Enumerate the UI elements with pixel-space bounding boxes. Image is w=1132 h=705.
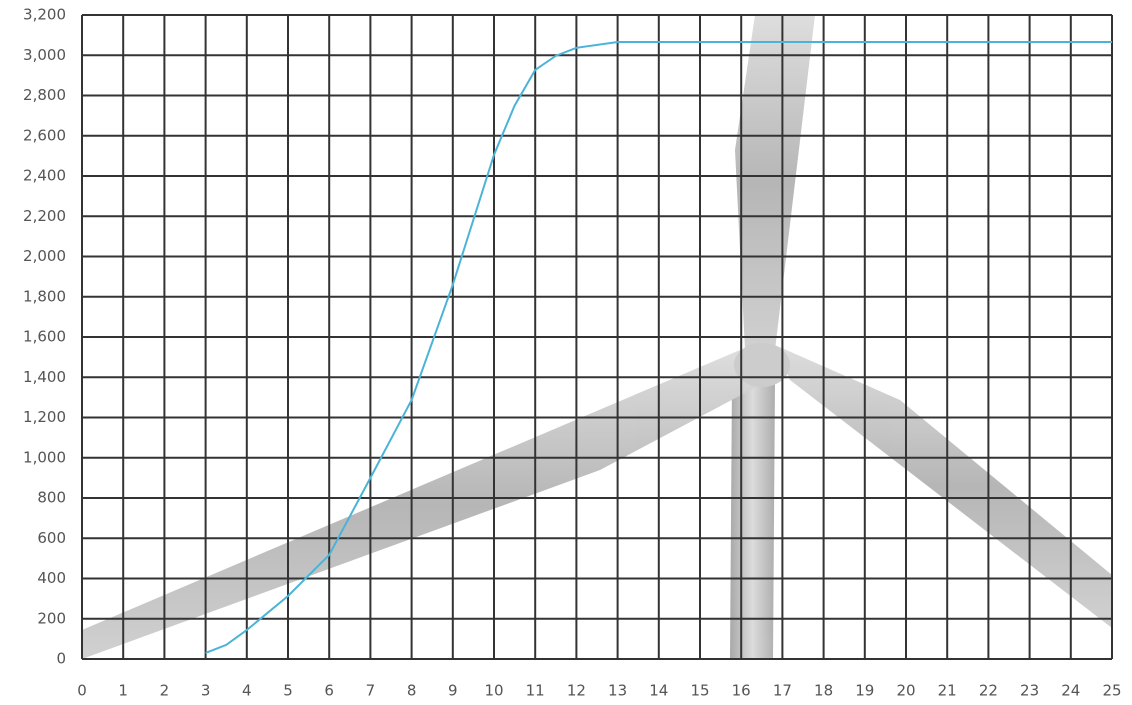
y-tick-label: 3,200: [23, 6, 66, 24]
x-tick-label: 23: [1020, 682, 1039, 700]
y-tick-label: 1,200: [23, 408, 66, 426]
x-tick-label: 8: [407, 682, 417, 700]
y-tick-label: 1,000: [23, 448, 66, 466]
x-tick-label: 0: [77, 682, 87, 700]
x-tick-label: 13: [608, 682, 627, 700]
y-tick-label: 2,600: [23, 126, 66, 144]
y-tick-label: 600: [37, 529, 66, 547]
x-tick-label: 2: [160, 682, 170, 700]
x-tick-label: 1: [118, 682, 128, 700]
y-tick-label: 800: [37, 489, 66, 507]
x-tick-label: 24: [1061, 682, 1080, 700]
x-tick-label: 5: [283, 682, 293, 700]
x-tick-label: 7: [366, 682, 376, 700]
x-tick-label: 19: [855, 682, 874, 700]
power-curve: [205, 40, 1112, 654]
y-tick-label: 2,400: [23, 167, 66, 185]
y-tick-label: 200: [37, 609, 66, 627]
y-tick-label: 2,000: [23, 247, 66, 265]
x-tick-label: 14: [649, 682, 668, 700]
y-tick-label: 3,000: [23, 46, 66, 64]
x-tick-label: 16: [732, 682, 751, 700]
x-tick-label: 25: [1102, 682, 1121, 700]
x-tick-label: 11: [526, 682, 545, 700]
x-tick-label: 15: [690, 682, 709, 700]
y-tick-label: 2,800: [23, 86, 66, 104]
y-tick-label: 1,600: [23, 328, 66, 346]
x-tick-label: 4: [242, 682, 252, 700]
y-tick-label: 2,200: [23, 207, 66, 225]
x-tick-label: 3: [201, 682, 211, 700]
x-tick-label: 21: [938, 682, 957, 700]
x-tick-label: 20: [896, 682, 915, 700]
x-tick-label: 9: [448, 682, 458, 700]
x-tick-label: 6: [324, 682, 334, 700]
x-tick-label: 22: [979, 682, 998, 700]
x-tick-label: 17: [773, 682, 792, 700]
x-tick-label: 18: [814, 682, 833, 700]
y-tick-label: 1,800: [23, 287, 66, 305]
y-tick-label: 400: [37, 569, 66, 587]
y-tick-label: 1,400: [23, 368, 66, 386]
x-tick-label: 10: [484, 682, 503, 700]
y-tick-label: 0: [56, 650, 66, 668]
x-tick-label: 12: [567, 682, 586, 700]
